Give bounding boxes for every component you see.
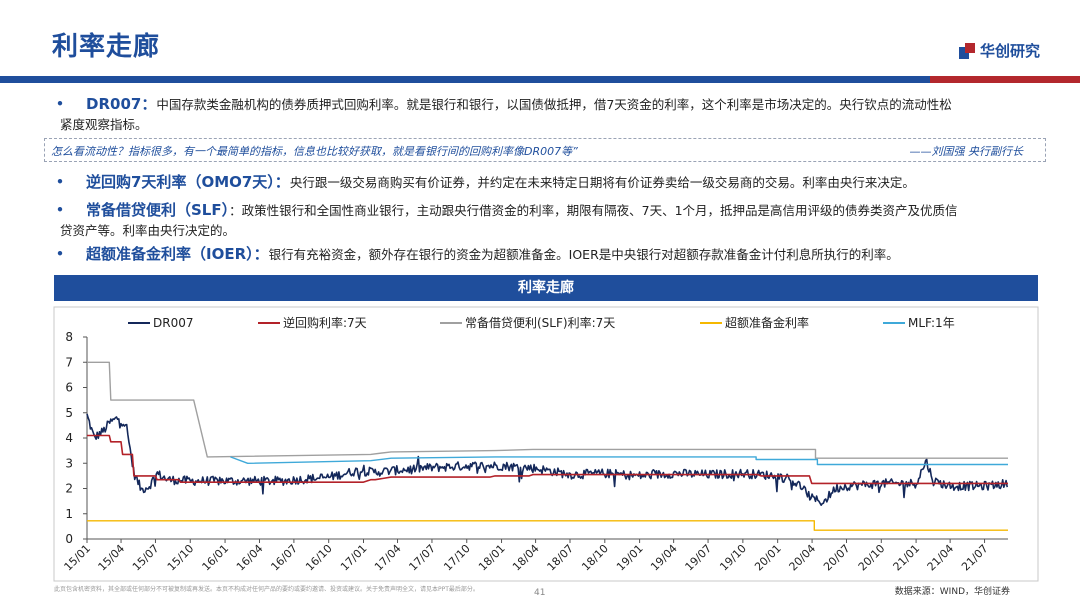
quote-box: 怎么看流动性？指标很多，有一个最简单的指标，信息也比较好获取，就是看银行间的回购… bbox=[44, 138, 1046, 162]
x-tick-label: 17/04 bbox=[372, 542, 404, 574]
bullet-text: 央行跟一级交易商购买有价证券，并约定在未来特定日期将有价证券卖给一级交易商的交易… bbox=[289, 175, 915, 190]
bullet-dot-icon: • bbox=[56, 174, 64, 189]
bullet-text: ：政策性银行和全国性商业银行，主动跟央行借资金的利率，期限有隔夜、7天、1个月，… bbox=[229, 203, 958, 218]
x-tick-label: 19/10 bbox=[717, 542, 749, 574]
legend-label: 超额准备金利率 bbox=[725, 315, 809, 330]
x-tick-label: 17/01 bbox=[338, 542, 370, 574]
x-tick-label: 16/01 bbox=[200, 542, 232, 574]
x-tick-label: 16/10 bbox=[303, 542, 335, 574]
bullet-term: 常备借贷便利（SLF） bbox=[86, 201, 230, 219]
x-tick-label: 20/07 bbox=[821, 542, 853, 574]
bullet-text-cont: 紧度观察指标。 bbox=[60, 117, 148, 132]
x-tick-label: 20/04 bbox=[787, 542, 819, 574]
bullet-text-cont: 贷资产等。利率由央行决定的。 bbox=[60, 223, 236, 238]
x-tick-label: 18/01 bbox=[476, 542, 508, 574]
bullet-omo: • 逆回购7天利率（OMO7天）：央行跟一级交易商购买有价证券，并约定在未来特定… bbox=[56, 172, 1071, 193]
legend-label: 常备借贷便利(SLF)利率:7天 bbox=[465, 315, 615, 330]
bullet-ioer: • 超额准备金利率（IOER）：银行有充裕资金，额外存在银行的资金为超额准备金。… bbox=[56, 244, 1071, 265]
x-tick-label: 20/01 bbox=[752, 542, 784, 574]
x-tick-label: 21/01 bbox=[891, 542, 923, 574]
bullet-term: 逆回购7天利率（OMO7天）： bbox=[86, 173, 290, 191]
y-tick-label: 7 bbox=[65, 355, 73, 369]
x-tick-label: 15/07 bbox=[130, 542, 162, 574]
legend-label: 逆回购利率:7天 bbox=[283, 315, 367, 330]
y-tick-label: 1 bbox=[65, 507, 73, 521]
quote-source: ——刘国强 央行副行长 bbox=[909, 145, 1024, 158]
bullet-dot-icon: • bbox=[56, 96, 64, 111]
x-tick-label: 16/07 bbox=[268, 542, 300, 574]
x-tick-label: 18/07 bbox=[545, 542, 577, 574]
y-tick-label: 6 bbox=[65, 381, 73, 395]
bullet-dr007: • DR007：中国存款类金融机构的债券质押式回购利率。就是银行和银行，以国债做… bbox=[56, 94, 1071, 135]
bullet-term: 超额准备金利率（IOER）： bbox=[86, 245, 269, 263]
x-tick-label: 18/04 bbox=[510, 542, 542, 574]
x-tick-label: 18/10 bbox=[579, 542, 611, 574]
header-rule-accent bbox=[930, 76, 1080, 83]
page-number: 41 bbox=[534, 588, 546, 598]
chart-frame bbox=[53, 306, 1039, 582]
series-line bbox=[230, 456, 1008, 466]
x-tick-label: 17/07 bbox=[406, 542, 438, 574]
y-tick-label: 0 bbox=[65, 532, 73, 546]
x-tick-label: 15/10 bbox=[165, 542, 197, 574]
series-line bbox=[87, 434, 1008, 485]
y-tick-label: 2 bbox=[65, 482, 73, 496]
y-tick-label: 5 bbox=[65, 406, 73, 420]
series-line bbox=[87, 520, 1008, 531]
y-tick-label: 3 bbox=[65, 456, 73, 470]
x-tick-label: 15/01 bbox=[62, 542, 94, 574]
x-tick-label: 15/04 bbox=[96, 542, 128, 574]
brand-logo: 华创研究 bbox=[958, 40, 1040, 61]
bullet-dot-icon: • bbox=[56, 202, 64, 217]
y-tick-label: 8 bbox=[65, 330, 73, 344]
quote-text: 怎么看流动性？指标很多，有一个最简单的指标，信息也比较好获取，就是看银行间的回购… bbox=[51, 145, 578, 158]
series-line bbox=[87, 361, 1008, 459]
x-tick-label: 20/10 bbox=[856, 542, 888, 574]
chart-header: 利率走廊 bbox=[54, 275, 1038, 301]
data-source: 数据来源：WIND，华创证券 bbox=[894, 587, 1010, 597]
bullet-text: 银行有充裕资金，额外存在银行的资金为超额准备金。IOER是中央银行对超额存款准备… bbox=[268, 247, 899, 262]
page-title: 利率走廊 bbox=[52, 32, 161, 62]
bullet-slf: • 常备借贷便利（SLF）：政策性银行和全国性商业银行，主动跟央行借资金的利率，… bbox=[56, 200, 1071, 241]
series-line bbox=[86, 413, 1008, 506]
x-tick-label: 19/04 bbox=[648, 542, 680, 574]
logo-mark-icon bbox=[958, 42, 975, 59]
bullet-term: DR007： bbox=[86, 95, 157, 113]
x-tick-label: 16/04 bbox=[234, 542, 266, 574]
x-tick-label: 19/07 bbox=[683, 542, 715, 574]
legend-label: DR007 bbox=[153, 316, 193, 330]
y-tick-label: 4 bbox=[65, 431, 73, 445]
header-rule bbox=[0, 76, 1080, 83]
bullet-text: 中国存款类金融机构的债券质押式回购利率。就是银行和银行，以国债做抵押，借7天资金… bbox=[156, 97, 952, 112]
x-tick-label: 21/07 bbox=[959, 542, 991, 574]
x-tick-label: 21/04 bbox=[925, 542, 957, 574]
x-tick-label: 19/01 bbox=[614, 542, 646, 574]
logo-text: 华创研究 bbox=[979, 42, 1040, 60]
bullet-dot-icon: • bbox=[56, 246, 64, 261]
legend-label: MLF:1年 bbox=[908, 316, 955, 330]
x-tick-label: 17/10 bbox=[441, 542, 473, 574]
footnote: 此页包含机密资料，其全部或任何部分不可被复制或再发送。本页不构成对任何产品的要约… bbox=[54, 586, 479, 593]
